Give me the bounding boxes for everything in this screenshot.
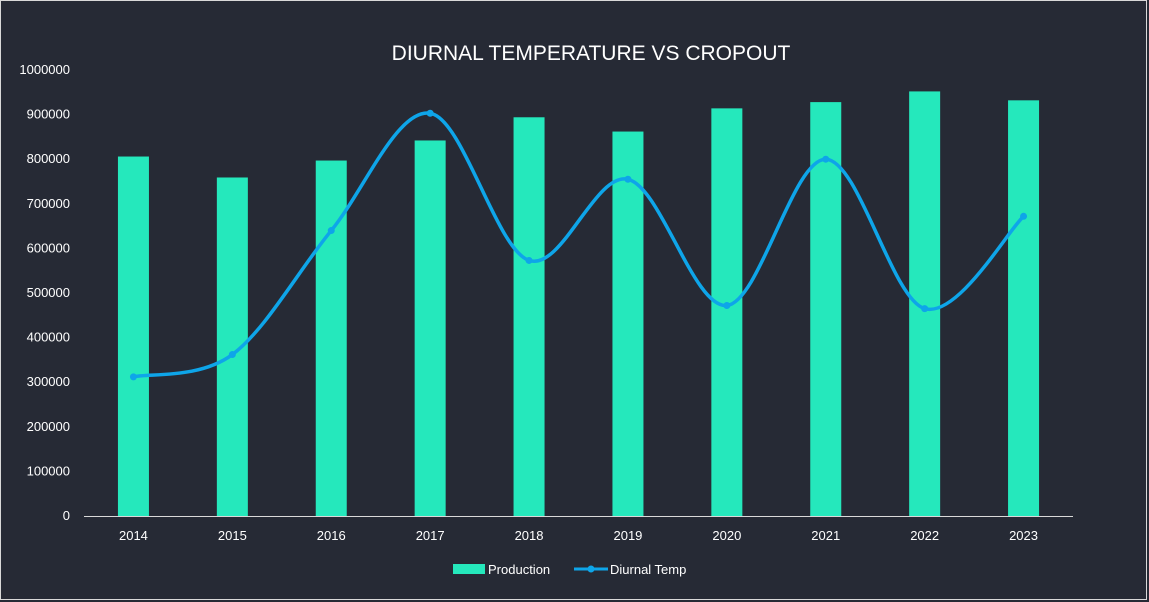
diurnal-temp-point bbox=[921, 305, 929, 313]
legend-production-swatch bbox=[453, 564, 485, 574]
diurnal-temp-point bbox=[228, 351, 236, 359]
legend-production-label: Production bbox=[488, 562, 550, 577]
x-tick-label: 2017 bbox=[416, 528, 445, 543]
x-tick-label: 2022 bbox=[910, 528, 939, 543]
x-axis-tick-labels: 2014 2015 2016 2017 2018 2019 2020 2021 2022 2023 bbox=[119, 528, 1038, 543]
y-tick-label: 1000000 bbox=[19, 62, 70, 77]
legend-diurnal-temp-label: Diurnal Temp bbox=[610, 562, 686, 577]
diurnal-temp-point bbox=[327, 227, 335, 235]
diurnal-temp-points bbox=[129, 109, 1028, 381]
production-bar bbox=[711, 108, 743, 516]
x-tick-label: 2014 bbox=[119, 528, 148, 543]
chart-title: DIURNAL TEMPERATURE VS CROPOUT bbox=[392, 42, 791, 65]
production-bar bbox=[909, 91, 941, 517]
diurnal-temp-point bbox=[426, 109, 434, 117]
production-bar bbox=[414, 140, 446, 516]
x-tick-label: 2016 bbox=[317, 528, 346, 543]
y-tick-label: 100000 bbox=[27, 463, 70, 478]
diurnal-temp-point bbox=[525, 256, 533, 264]
y-axis-tick-labels: 0 100000 200000 300000 400000 500000 600000 700… bbox=[19, 62, 70, 523]
y-tick-label: 600000 bbox=[27, 240, 70, 255]
y-tick-label: 900000 bbox=[27, 107, 70, 122]
legend-diurnal-temp-marker bbox=[587, 565, 595, 573]
x-tick-label: 2021 bbox=[811, 528, 840, 543]
production-bar bbox=[513, 117, 545, 516]
production-bar bbox=[810, 102, 842, 516]
production-bar bbox=[612, 131, 644, 516]
production-bar bbox=[117, 156, 149, 517]
y-tick-label: 500000 bbox=[27, 285, 70, 300]
y-tick-label: 800000 bbox=[27, 151, 70, 166]
y-tick-label: 400000 bbox=[27, 330, 70, 345]
legend: Production Diurnal Temp bbox=[453, 562, 686, 577]
x-tick-label: 2018 bbox=[515, 528, 544, 543]
diurnal-temp-line bbox=[131, 111, 1026, 379]
y-tick-label: 700000 bbox=[27, 196, 70, 211]
production-bar bbox=[1008, 100, 1040, 516]
diurnal-temp-point bbox=[129, 373, 137, 381]
y-tick-label: 300000 bbox=[27, 374, 70, 389]
diurnal-temp-point bbox=[624, 175, 632, 183]
diurnal-temp-point bbox=[723, 301, 731, 309]
diurnal-temp-point bbox=[822, 155, 830, 163]
diurnal-temp-point bbox=[1020, 212, 1028, 220]
production-bars bbox=[117, 91, 1040, 517]
y-tick-label: 200000 bbox=[27, 419, 70, 434]
x-tick-label: 2019 bbox=[613, 528, 642, 543]
production-bar bbox=[315, 160, 347, 516]
y-tick-label: 0 bbox=[63, 508, 70, 523]
x-tick-label: 2023 bbox=[1009, 528, 1038, 543]
x-tick-label: 2020 bbox=[712, 528, 741, 543]
x-tick-label: 2015 bbox=[218, 528, 247, 543]
